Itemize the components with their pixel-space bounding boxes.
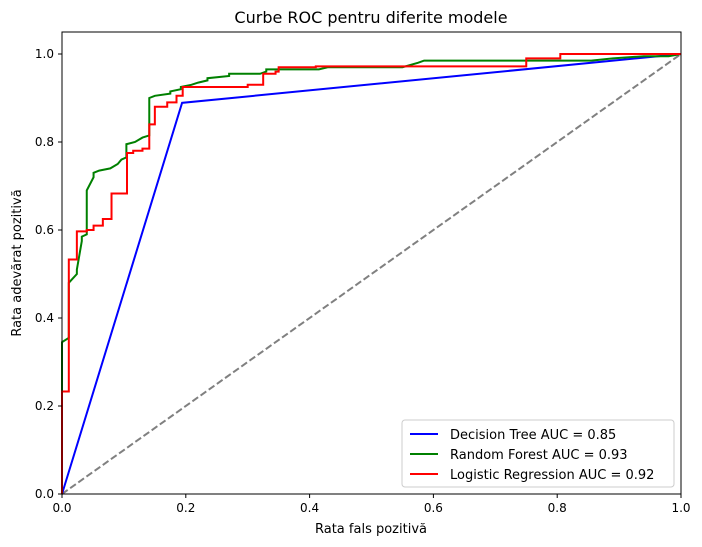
y-tick-label: 0.0 (35, 487, 54, 501)
y-axis-ticks: 0.0 0.2 0.4 0.6 0.8 1.0 (35, 47, 62, 501)
y-tick-label: 0.2 (35, 399, 54, 413)
logistic-regression-legend-label: Logistic Regression AUC = 0.92 (450, 468, 654, 483)
y-axis-label: Rata adevărat pozitivă (10, 189, 25, 336)
baseline-diagonal-line (61, 53, 682, 495)
y-tick-label: 1.0 (35, 47, 54, 61)
plot-frame (61, 31, 682, 495)
x-tick-label: 0.2 (176, 501, 195, 515)
x-axis-ticks: 0.0 0.2 0.4 0.6 0.8 1.0 (52, 494, 691, 515)
x-tick-label: 0.0 (52, 501, 71, 515)
plot-area (61, 53, 682, 495)
x-tick-label: 0.8 (548, 501, 567, 515)
legend: Decision Tree AUC = 0.85 Random Forest AU… (401, 419, 675, 488)
y-tick-label: 0.8 (35, 135, 54, 149)
random-forest-legend-label: Random Forest AUC = 0.93 (450, 448, 628, 463)
logistic-regression-series-line (61, 53, 681, 494)
legend-box (401, 419, 675, 488)
y-tick-label: 0.6 (35, 223, 54, 237)
x-tick-label: 0.6 (424, 501, 443, 515)
decision-tree-series-line (61, 53, 682, 495)
x-tick-label: 0.4 (300, 501, 319, 515)
x-tick-label: 1.0 (671, 501, 690, 515)
y-tick-label: 0.4 (35, 311, 54, 325)
decision-tree-legend-label: Decision Tree AUC = 0.85 (450, 428, 616, 443)
chart-title: Curbe ROC pentru diferite modele (234, 8, 507, 27)
x-axis-label: Rata fals pozitivă (315, 522, 427, 537)
